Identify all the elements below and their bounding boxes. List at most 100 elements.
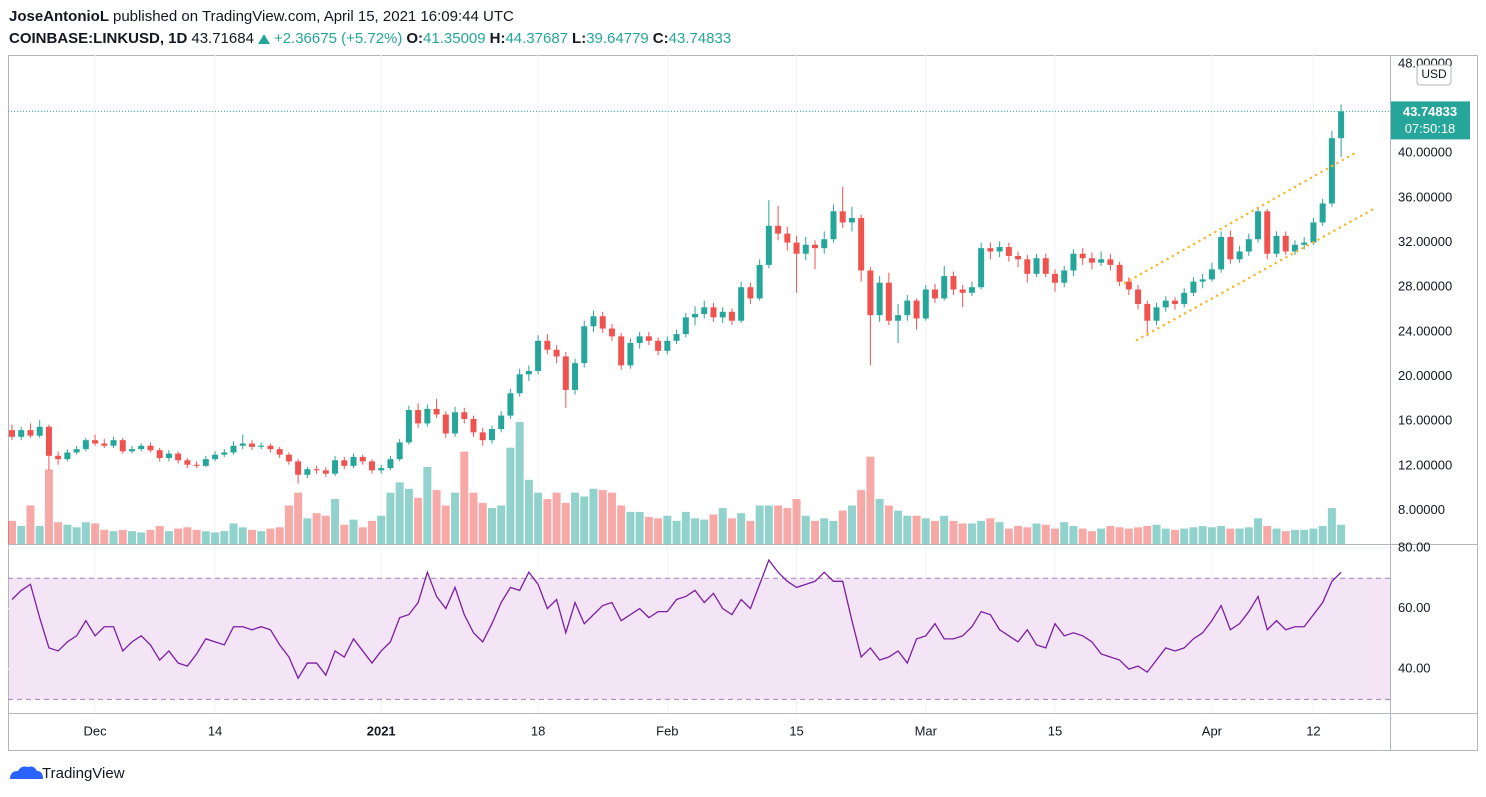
candle-body <box>1227 236 1234 260</box>
candle-body <box>572 363 579 390</box>
ohlc-label: H: <box>489 30 506 47</box>
candle-body <box>562 356 569 390</box>
volume-bar <box>515 422 524 544</box>
volume-bar <box>617 505 626 544</box>
currency-box <box>1416 64 1452 86</box>
candle-body <box>830 211 837 240</box>
volume-bar <box>792 499 801 544</box>
y-tick-label: 20.00000 <box>1398 368 1452 383</box>
volume-bar <box>1217 526 1226 544</box>
volume-bar <box>607 492 616 544</box>
trendline-upper <box>1123 151 1357 285</box>
candle-body <box>212 454 219 460</box>
candle-body <box>1273 235 1280 254</box>
volume-bar <box>921 518 930 544</box>
candle-body <box>405 410 412 443</box>
volume-bar <box>275 527 284 544</box>
trendlines <box>1123 151 1379 342</box>
candle-body <box>1005 247 1012 256</box>
volume-bar <box>940 515 949 544</box>
logo-icon <box>10 766 43 779</box>
y-tick-label: 60.00 <box>1398 600 1431 615</box>
volume-bar <box>497 505 506 544</box>
volume-bar <box>1189 527 1198 544</box>
volume-bar <box>487 508 496 544</box>
candle-body <box>1291 244 1298 252</box>
volume-bar <box>857 490 866 544</box>
volume-bar <box>423 466 432 544</box>
candle-body <box>368 461 375 471</box>
volume-bar <box>192 529 201 544</box>
candle-body <box>433 408 440 415</box>
volume-bar <box>598 490 607 544</box>
volume-bar <box>358 527 367 544</box>
volume-bar <box>949 520 958 544</box>
volume-bar <box>1050 528 1059 544</box>
candle-body <box>821 239 828 249</box>
volume-bar <box>183 527 192 544</box>
x-tick-label: 15 <box>789 723 803 738</box>
volume-bar <box>783 508 792 544</box>
volume-bar <box>1134 527 1143 544</box>
volume-bar <box>1180 528 1189 544</box>
volume-bar <box>1060 522 1069 544</box>
volume-bar <box>654 518 663 544</box>
candle-body <box>332 460 339 474</box>
candle-body <box>1218 236 1225 270</box>
x-tick-label: Mar <box>915 723 938 738</box>
volume-bar <box>1235 528 1244 544</box>
volume-bar <box>349 519 358 544</box>
volume-bar <box>552 492 561 544</box>
candle-body <box>839 211 846 223</box>
logo: TradingView <box>10 765 125 782</box>
candle-body <box>295 461 302 475</box>
candle-body <box>701 307 708 315</box>
candle-body <box>765 225 772 265</box>
volume-bar <box>875 499 884 544</box>
rsi <box>11 558 1342 680</box>
candle-body <box>867 270 874 316</box>
candle-body <box>45 426 52 456</box>
y-tick-label: 40.00000 <box>1398 145 1452 160</box>
candle-body <box>359 456 366 462</box>
candle-body <box>424 408 431 424</box>
volume-bar <box>746 520 755 544</box>
volume-bar <box>1014 526 1023 544</box>
publisher: JoseAntonioL <box>9 8 109 25</box>
volume-bar <box>35 526 44 544</box>
volume-bar <box>995 522 1004 544</box>
x-tick-label: Dec <box>84 723 108 738</box>
candle-body <box>1208 269 1215 280</box>
candle-body <box>442 414 449 434</box>
candle-body <box>858 218 865 271</box>
volume-bar <box>1300 529 1309 544</box>
x-tick-label: 15 <box>1048 723 1062 738</box>
candle-body <box>581 326 588 364</box>
volume-bar <box>211 532 220 544</box>
candle-body <box>738 287 745 321</box>
candle-body <box>544 340 551 350</box>
candle-body <box>248 443 255 447</box>
volume-bar <box>127 531 136 544</box>
candle-body <box>608 328 615 337</box>
volume-bar <box>986 518 995 544</box>
candle-body <box>913 300 920 319</box>
volume-bar <box>1161 528 1170 544</box>
volume-bar <box>1198 526 1207 544</box>
volume-bar <box>8 520 16 544</box>
candle-body <box>175 453 182 461</box>
volume-bar <box>441 505 450 544</box>
volume-bar <box>451 492 460 544</box>
volume-bar <box>367 520 376 544</box>
candle-body <box>101 443 108 446</box>
overlay: 43.74833 07:50:18 USD <box>8 64 1470 140</box>
volume-bar <box>958 523 967 544</box>
volume-bar <box>1207 527 1216 544</box>
volume-bar <box>247 529 256 544</box>
candle-body <box>92 440 99 444</box>
volume-bar <box>1124 528 1133 544</box>
candle-body <box>267 445 274 450</box>
candle-body <box>1282 235 1289 252</box>
candle-body <box>1190 281 1197 293</box>
